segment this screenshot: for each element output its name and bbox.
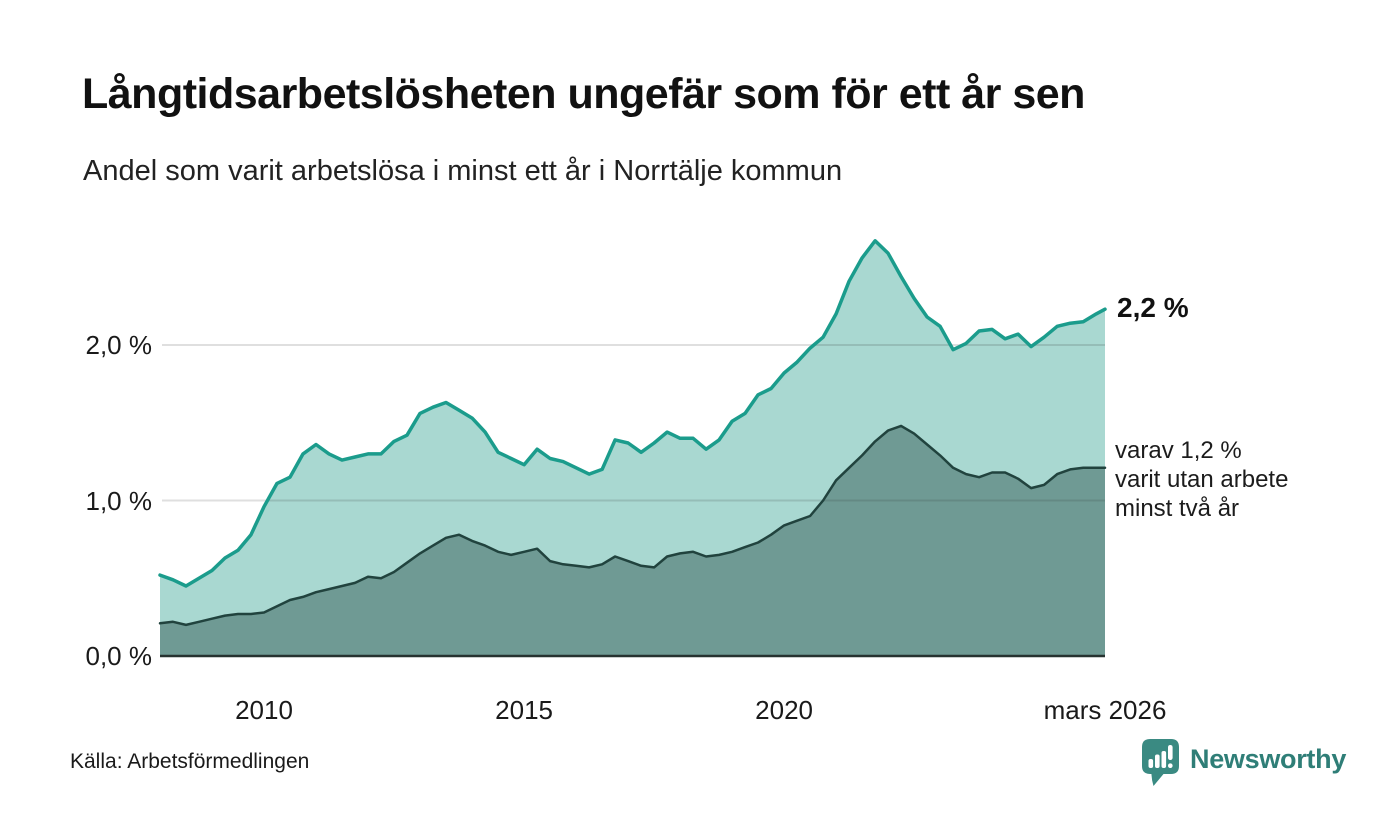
end-label-total-value: 2,2 %	[1117, 292, 1189, 323]
x-tick-label: mars 2026	[1043, 695, 1167, 725]
x-tick-label: 2010	[235, 695, 293, 725]
series-twoyear-area	[160, 425, 1105, 656]
source-note: Källa: Arbetsförmedlingen	[70, 750, 310, 773]
x-tick-label: 2020	[755, 695, 814, 725]
page-subtitle: Andel som varit arbetslösa i minst ett å…	[83, 155, 843, 187]
newsworthy-bubble-chart-icon	[1142, 739, 1179, 786]
y-tick-label: 1,0 %	[85, 485, 153, 516]
y-tick-label: 2,0 %	[85, 330, 153, 360]
logo-bubble-shape	[1142, 739, 1179, 786]
end-label-breakdown: varav 1,2 % varit utan arbete minst två …	[1115, 437, 1289, 522]
gridlines	[162, 344, 1105, 502]
x-tick-label: 2015	[495, 695, 554, 725]
newsworthy-logo: Newsworthy	[1140, 738, 1346, 787]
series-total-line	[158, 239, 1107, 588]
logo-bars-exclamation	[1148, 745, 1173, 768]
newsworthy-wordmark: Newsworthy	[1190, 744, 1347, 774]
y-tick-label: 0,0 %	[85, 641, 153, 671]
series-twoyear-line	[158, 424, 1107, 627]
page-title: Långtidsarbetslösheten ungefär som för e…	[82, 70, 1085, 118]
